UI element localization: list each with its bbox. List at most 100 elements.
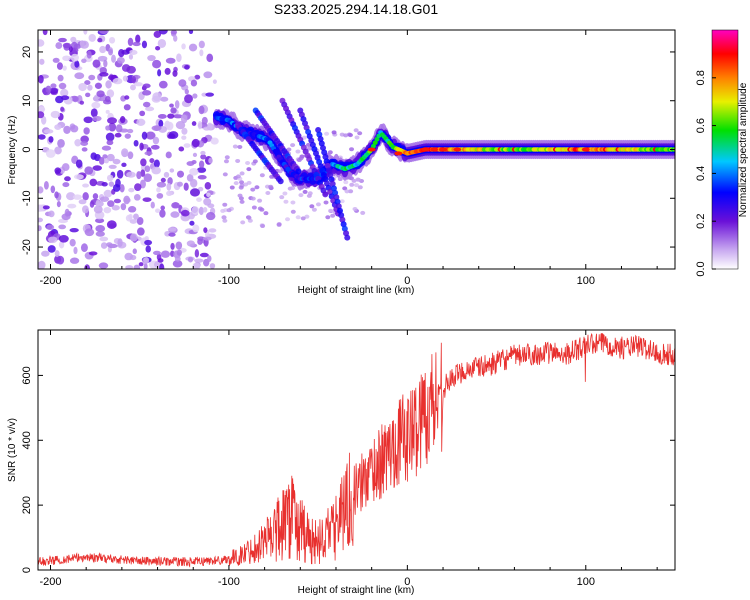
secondary-streak (316, 131, 323, 138)
scatter-blob (246, 215, 252, 220)
noise-blob (143, 257, 150, 263)
y-tick-label: -20 (21, 239, 33, 255)
y-tick-label: 0 (21, 146, 33, 152)
noise-blob (170, 211, 180, 218)
snr-panel: -200 -100 0 100 0 200 400 600 Height of straig… (7, 329, 676, 596)
noise-blob (135, 34, 141, 44)
noise-blob (196, 167, 207, 173)
colorbar-tick-label: 0.0 (695, 261, 707, 276)
noise-blob (203, 126, 211, 131)
noise-blob (174, 256, 181, 262)
noise-blob (70, 53, 79, 62)
noise-blob (61, 213, 71, 221)
noise-blob (79, 40, 89, 49)
y-tick-label: 200 (21, 496, 33, 514)
noise-blob (74, 139, 82, 147)
noise-blob (78, 199, 87, 205)
noise-blob (78, 82, 87, 92)
x-tick-label: -200 (39, 275, 61, 287)
noise-blob (152, 59, 162, 69)
secondary-streak (339, 216, 346, 223)
secondary-streak (319, 144, 326, 151)
noise-blob (175, 121, 186, 130)
secondary-streak (335, 203, 342, 210)
noise-blob (202, 207, 208, 213)
noise-blob (84, 264, 91, 269)
noise-blob (165, 57, 176, 64)
scatter-blob (224, 155, 230, 160)
noise-blob (117, 238, 123, 247)
noise-blob (202, 236, 212, 241)
scatter-blob (226, 208, 232, 213)
noise-blob (157, 258, 164, 263)
noise-blob (170, 107, 177, 114)
noise-blob (136, 171, 142, 180)
noise-blob (43, 129, 54, 134)
noise-blob (122, 75, 129, 82)
noise-blob (200, 154, 207, 160)
scatter-blob (311, 207, 317, 212)
noise-blob (48, 136, 54, 143)
scatter-blob (254, 185, 260, 190)
scatter-blob (349, 182, 355, 187)
noise-blob (126, 171, 136, 178)
noise-blob (54, 191, 59, 199)
scatter-blob (351, 178, 357, 183)
noise-blob (157, 114, 167, 119)
noise-blob (50, 83, 57, 89)
noise-blob (142, 90, 152, 96)
noise-blob (92, 115, 102, 122)
scatter-blob (328, 208, 334, 213)
scatter-blob (290, 186, 296, 191)
noise-blob (69, 257, 80, 264)
noise-blob (108, 164, 117, 169)
colorbar-gradient (711, 29, 739, 270)
noise-blob (80, 243, 88, 253)
noise-blob (98, 262, 109, 269)
scatter-blob (290, 143, 296, 148)
noise-blob (50, 185, 56, 194)
noise-blob (176, 249, 182, 256)
scatter-blob (283, 199, 289, 204)
noise-blob (164, 67, 171, 75)
scatter-blob (238, 185, 244, 190)
noise-blob (149, 158, 155, 164)
y-tick-label: 20 (21, 46, 33, 58)
noise-blob (208, 228, 217, 233)
snr-series-line (38, 332, 675, 568)
noise-blob (191, 138, 200, 148)
scatter-blob (353, 128, 359, 133)
noise-blob (166, 182, 172, 191)
scatter-blob (279, 195, 285, 200)
noise-blob (115, 124, 123, 133)
noise-blob (88, 33, 96, 42)
noise-blob (83, 116, 93, 124)
noise-blob (52, 57, 60, 63)
noise-blob (152, 92, 162, 102)
colorbar-tick-label: 0.8 (695, 70, 707, 85)
noise-blob (180, 114, 188, 124)
noise-blob (95, 199, 100, 207)
ridge-core (370, 143, 376, 149)
noise-blob (133, 213, 139, 220)
scatter-blob (277, 169, 283, 174)
noise-blob (157, 38, 167, 48)
noise-blob (68, 46, 73, 52)
noise-blob (80, 141, 89, 146)
scatter-blob (315, 202, 321, 207)
noise-blob (165, 151, 172, 159)
noise-blob (153, 30, 162, 38)
scatter-blob (342, 186, 348, 191)
noise-blob (198, 160, 205, 169)
noise-blob (203, 71, 213, 79)
noise-blob (129, 219, 138, 224)
secondary-streak (329, 180, 336, 187)
noise-blob (64, 176, 71, 182)
noise-blob (88, 74, 96, 81)
noise-blob (109, 36, 116, 44)
noise-blob (84, 80, 91, 86)
noise-blob (92, 193, 99, 200)
noise-blob (175, 241, 183, 250)
noise-blob (48, 236, 58, 244)
noise-blob (124, 252, 133, 261)
